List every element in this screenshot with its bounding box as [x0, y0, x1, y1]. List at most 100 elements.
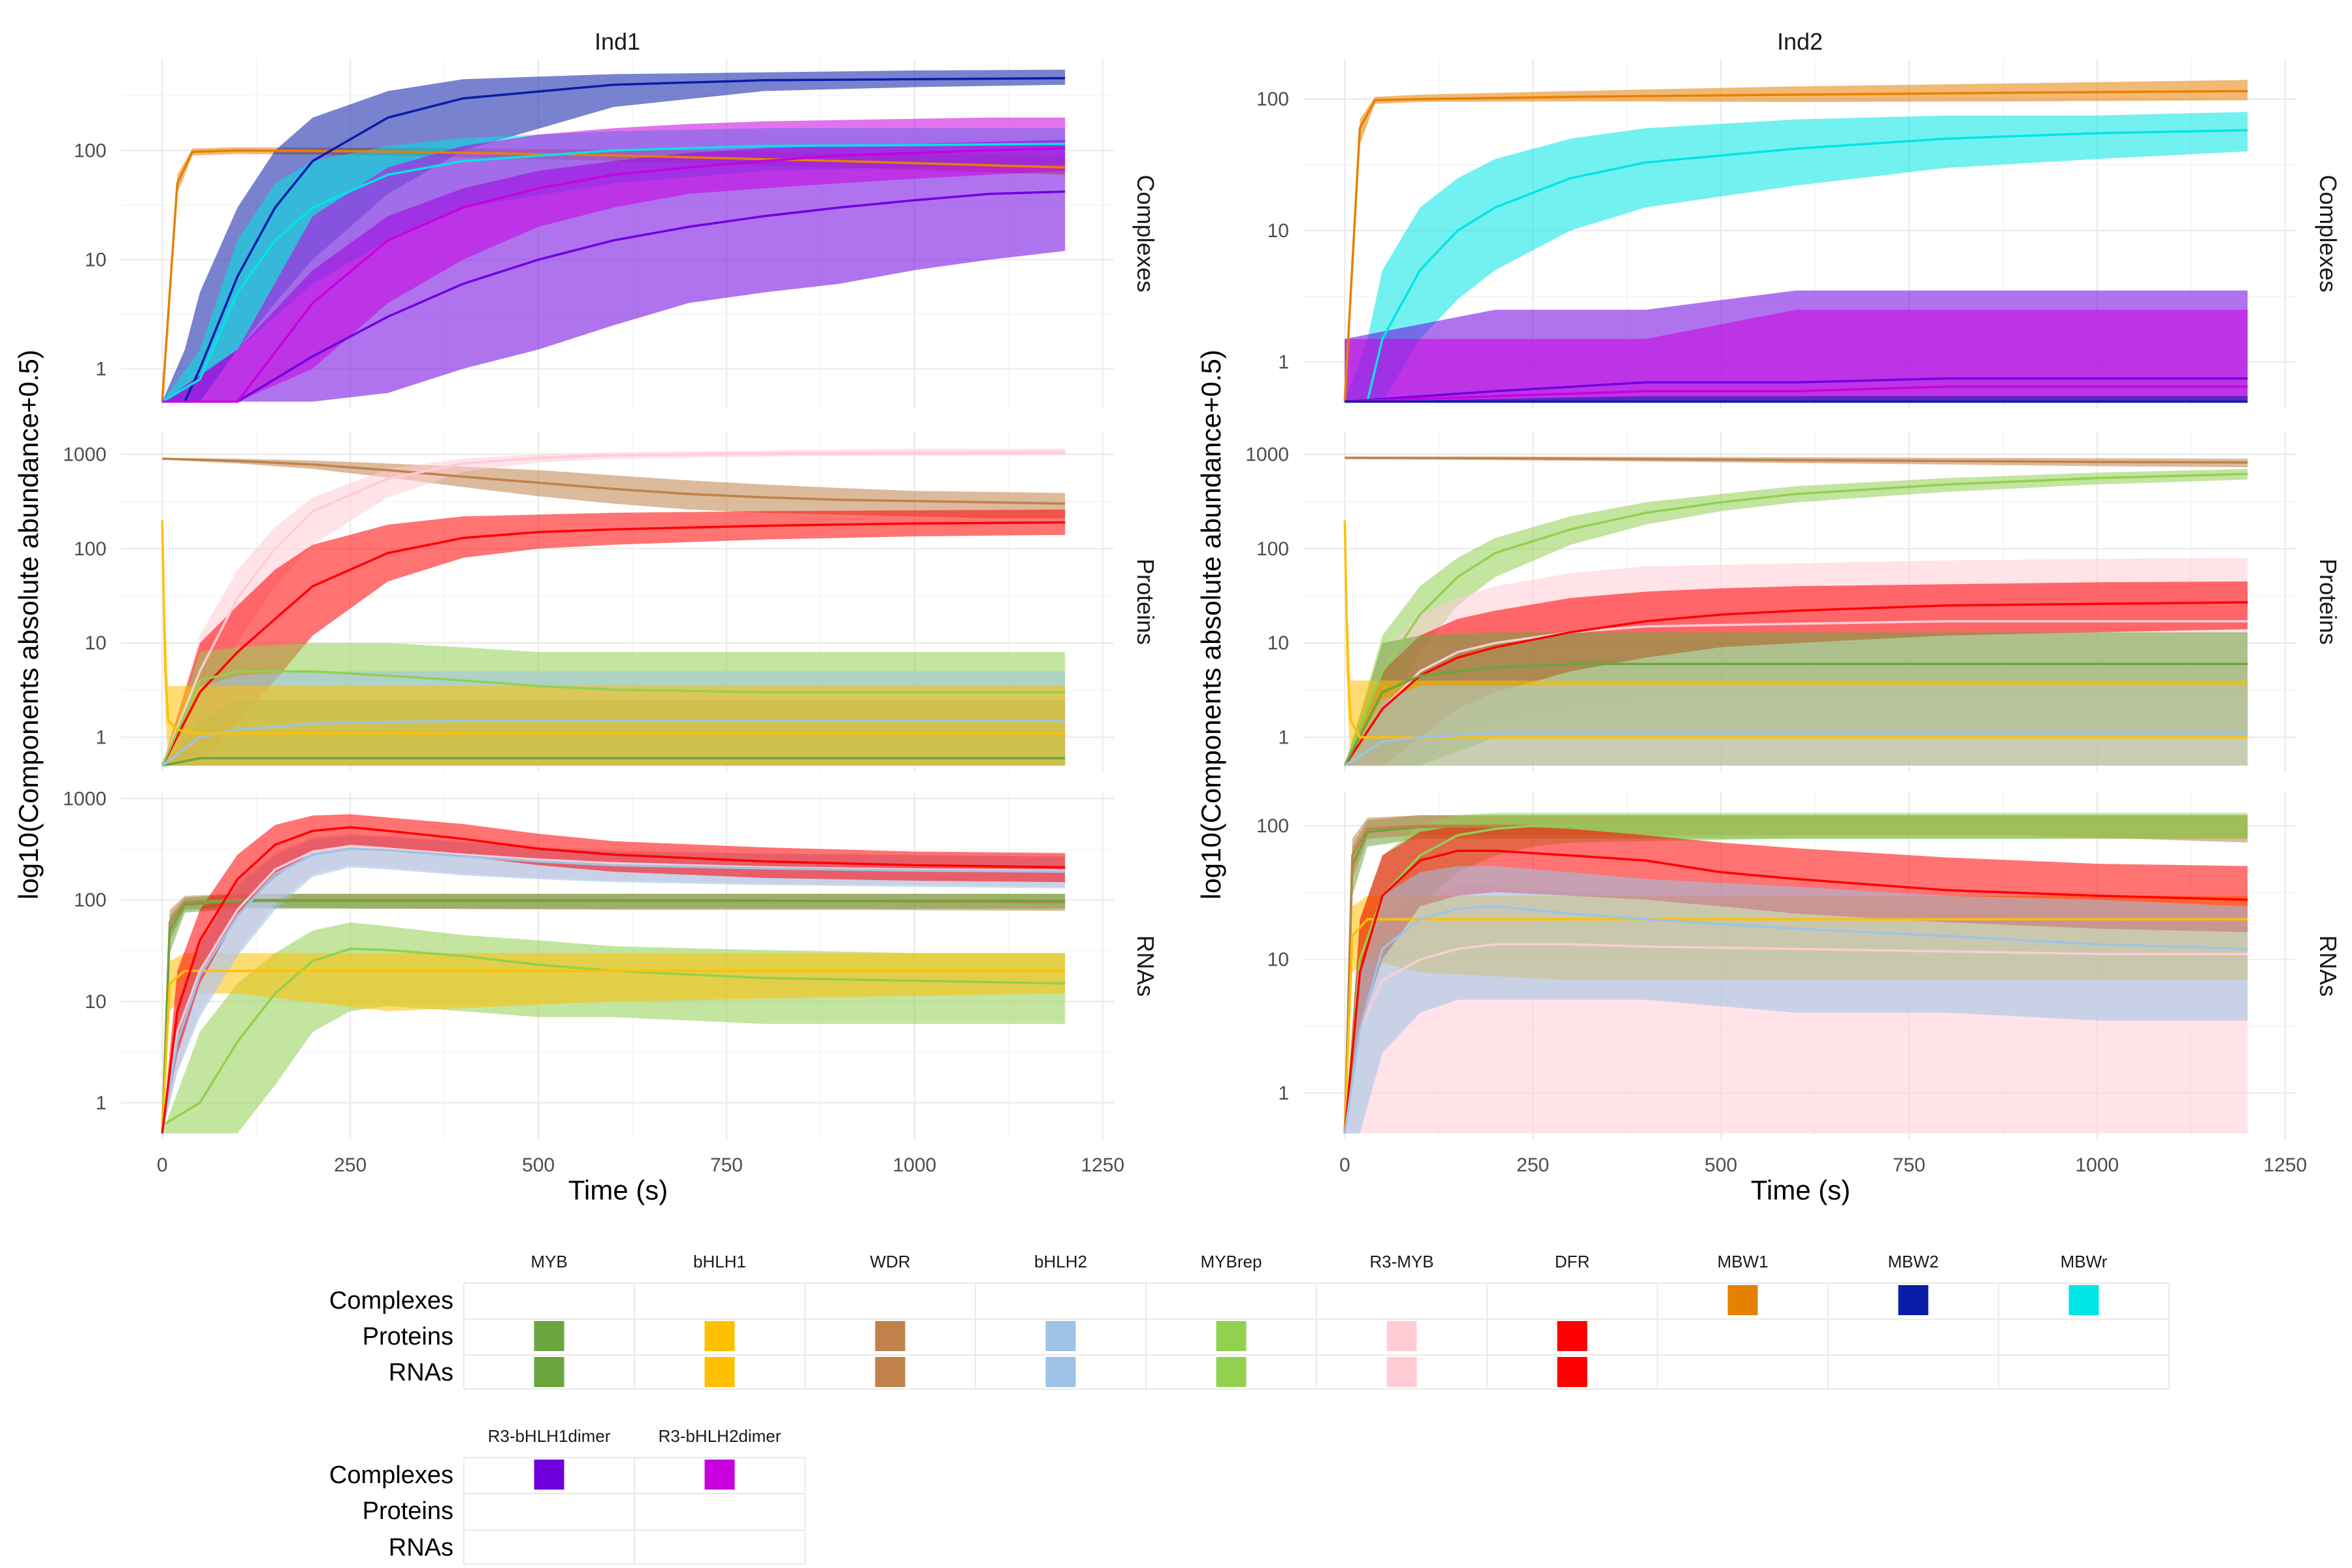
mean-lines: [161, 76, 1066, 403]
legend-row-rnas: RNAs: [389, 1534, 453, 1561]
line-dfr: [161, 826, 1066, 1134]
panel-ind2-proteins: 1 10 100 1000 Proteins: [1245, 431, 2342, 772]
legend-col-mbw2: MBW2: [1888, 1252, 1939, 1271]
line-mbw1: [1343, 90, 2248, 402]
ribbon-r3-bhlh1dimer: [162, 140, 1066, 402]
legend-key-mybrep-rnas: [1216, 1357, 1247, 1387]
legend-col-r3-bhlh1dimer: R3-bHLH1dimer: [488, 1426, 611, 1446]
strip-rnas: RNAs: [2315, 935, 2342, 996]
strip-proteins: Proteins: [2315, 559, 2342, 645]
x-tick-label: 1000: [892, 1154, 936, 1176]
ribbon-r3-bhlh2dimer: [162, 118, 1066, 402]
legend-row-proteins: Proteins: [363, 1323, 453, 1350]
line-myb: [161, 900, 1066, 1134]
legend-row-rnas: RNAs: [389, 1359, 453, 1386]
line-myb: [1343, 662, 2248, 766]
legend-key-mybrep-proteins: [1216, 1321, 1247, 1351]
ribbons: [1345, 813, 2248, 1134]
y-tick-label: 100: [74, 890, 106, 911]
line-mbwr: [1345, 129, 2248, 403]
ribbon-dfr: [162, 814, 1066, 1134]
line-bhlh2: [1344, 732, 2248, 767]
legend-key-bhlh1-proteins: [704, 1321, 735, 1351]
panel-ind2-complexes: 1 10 100 Ind2 Complexes: [1256, 28, 2342, 408]
line-bhlh2: [1343, 905, 2248, 1134]
y-axis-title-ind2: log10(Components absolute abundance+0.5): [1196, 350, 1226, 900]
x-tick-label: 250: [1516, 1154, 1549, 1176]
line-r3-myb: [161, 451, 1066, 766]
line-r3-myb: [1343, 943, 2248, 1134]
legend-col-mybrep: MYBrep: [1201, 1252, 1262, 1271]
strip-complexes: Complexes: [1132, 174, 1159, 292]
legend-col-dfr: DFR: [1555, 1252, 1590, 1271]
mean-lines: [161, 451, 1066, 767]
line-dfr: [1343, 601, 2248, 766]
ribbon-dfr: [162, 509, 1066, 766]
panel-ind1-rnas: 1 10 100 1000 0 250 500 750 1000 1250 RNAs: [63, 788, 1159, 1176]
panel-ind1-complexes: 1 10 100 Ind1 Complexes: [74, 28, 1159, 408]
line-wdr: [162, 457, 1066, 505]
legend-key-mbw1-complexes: [1727, 1285, 1758, 1315]
line-r3-bhlh2dimer: [1345, 385, 2248, 403]
legend-key-myb-proteins: [534, 1321, 564, 1351]
ribbon-mbw2: [1345, 396, 2248, 402]
x-tick-label: 500: [1705, 1154, 1737, 1176]
strip-complexes: Complexes: [2315, 174, 2342, 292]
y-tick-label: 1: [95, 1092, 106, 1114]
line-mbwr: [161, 142, 1066, 403]
line-r3-bhlh1dimer: [162, 190, 1066, 403]
legend-row-proteins: Proteins: [363, 1497, 453, 1525]
x-tick-label: 0: [157, 1154, 168, 1176]
ribbon-bhlh1: [162, 520, 1066, 766]
ribbon-dfr: [1345, 581, 2248, 766]
strip-ind2: Ind2: [1777, 28, 1823, 55]
line-r3-bhlh1dimer: [1345, 377, 2248, 403]
legend-block-main: MYB bHLH1 WDR bHLH2 MYBrep R3-MYB DFR MBW1 MBW2 M…: [329, 1252, 2170, 1390]
line-mybrep: [1343, 472, 2248, 766]
y-tick-label: 1: [1278, 351, 1289, 373]
x-tick-label: 0: [1339, 1154, 1350, 1176]
line-dfr: [161, 521, 1066, 766]
strip-ind1: Ind1: [595, 28, 640, 55]
legend-col-wdr: WDR: [870, 1252, 910, 1271]
y-axis-title-ind1: log10(Components absolute abundance+0.5): [13, 350, 44, 900]
line-wdr: [1345, 456, 2248, 464]
legend-key-r3-myb-rnas: [1386, 1357, 1417, 1387]
y-tick-label: 100: [74, 538, 106, 560]
y-tick-label: 10: [1267, 632, 1289, 654]
plot-panels: 110100Ind1Complexes110100Ind2Complexes11…: [63, 28, 2342, 1176]
legend-col-mbwr: MBWr: [2061, 1252, 2108, 1271]
y-tick-label: 1: [1278, 727, 1289, 749]
y-tick-label: 100: [74, 140, 106, 161]
y-tick-label: 1000: [63, 444, 106, 465]
legend-col-myb: MYB: [531, 1252, 567, 1271]
legend-col-r3-bhlh2dimer: R3-bHLH2dimer: [659, 1426, 781, 1446]
y-tick-label: 10: [85, 991, 106, 1013]
y-tick-label: 100: [1256, 89, 1289, 110]
legend-col-mbw1: MBW1: [1718, 1252, 1769, 1271]
legend-col-r3-myb: R3-MYB: [1369, 1252, 1433, 1271]
line-mybrep: [1343, 825, 2248, 1134]
y-tick-label: 100: [1256, 815, 1289, 837]
mean-lines: [1343, 825, 2248, 1134]
legend-col-bhlh2: bHLH2: [1034, 1252, 1087, 1271]
legend-row-complexes: Complexes: [329, 1462, 453, 1489]
legend-key-mbwr-complexes: [2068, 1285, 2099, 1315]
legend-key-r3-bhlh2dimer-complexes: [704, 1460, 735, 1490]
x-tick-label: 250: [334, 1154, 367, 1176]
y-tick-label: 1000: [1245, 444, 1289, 465]
line-bhlh1: [1343, 520, 2248, 739]
line-mybrep: [161, 947, 1066, 1127]
y-tick-label: 1: [95, 358, 106, 380]
line-bhlh1: [1343, 918, 2248, 1134]
x-axis-title-ind1: Time (s): [568, 1175, 668, 1205]
line-bhlh1: [161, 520, 1066, 735]
x-tick-label: 1250: [1081, 1154, 1124, 1176]
y-tick-label: 1000: [63, 788, 106, 809]
y-tick-label: 10: [1267, 949, 1289, 971]
legend-key-mbw2-complexes: [1898, 1285, 1929, 1315]
x-tick-label: 1250: [2263, 1154, 2307, 1176]
legend-key-dfr-rnas: [1557, 1357, 1588, 1387]
